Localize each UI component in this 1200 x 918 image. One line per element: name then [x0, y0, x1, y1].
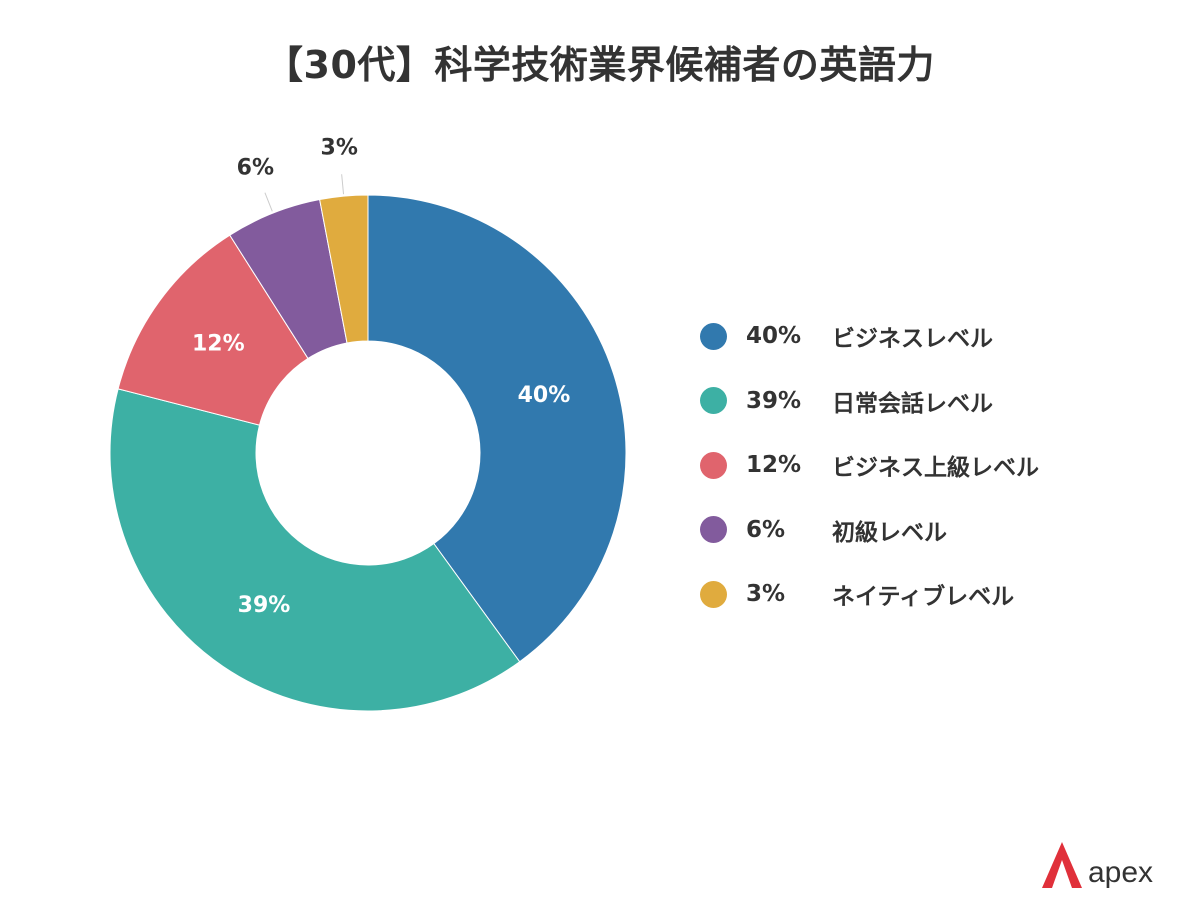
- legend-item: 6% 初級レベル: [700, 498, 1140, 563]
- slice-percent-label: 3%: [321, 135, 358, 160]
- chart-legend: 40% ビジネスレベル 39% 日常会話レベル 12% ビジネス上級レベル 6%…: [700, 304, 1140, 627]
- donut-slice: [319, 194, 369, 344]
- donut-slice: [367, 194, 627, 663]
- legend-percent: 39%: [746, 387, 802, 414]
- legend-label: ビジネスレベル: [832, 326, 993, 353]
- legend-percent: 3%: [746, 581, 786, 608]
- slice-percent-label: 40%: [518, 383, 571, 408]
- legend-label: 初級レベル: [832, 519, 947, 546]
- legend-item: 39% 日常会話レベル: [700, 369, 1140, 434]
- slice-percent-label: 12%: [192, 331, 245, 356]
- donut-slice: [117, 234, 309, 426]
- legend-label: 日常会話レベル: [832, 390, 993, 417]
- apex-logo-text: apex: [1088, 856, 1154, 889]
- legend-swatch: [700, 580, 727, 608]
- legend-item: 3% ネイティブレベル: [700, 562, 1140, 627]
- legend-percent: 6%: [746, 516, 786, 543]
- apex-logo: apex: [1042, 836, 1172, 892]
- legend-swatch: [700, 322, 727, 350]
- legend-percent: 12%: [746, 452, 802, 479]
- legend-label: ネイティブレベル: [832, 584, 1015, 611]
- legend-item: 12% ビジネス上級レベル: [700, 433, 1140, 498]
- legend-item: 40% ビジネスレベル: [700, 304, 1140, 369]
- slice-percent-label: 6%: [237, 155, 274, 180]
- slice-leader-line: [264, 192, 273, 212]
- apex-logo-mark-icon: [1042, 842, 1082, 888]
- chart-title: 【30代】科学技術業界候補者の英語力: [265, 43, 935, 87]
- legend-swatch: [700, 387, 727, 415]
- donut-slice: [109, 388, 521, 712]
- legend-percent: 40%: [746, 323, 802, 350]
- legend-swatch: [700, 516, 727, 544]
- slice-percent-label: 39%: [238, 593, 291, 618]
- slice-leader-line: [341, 174, 345, 195]
- legend-label: ビジネス上級レベル: [832, 455, 1039, 482]
- legend-swatch: [700, 451, 727, 479]
